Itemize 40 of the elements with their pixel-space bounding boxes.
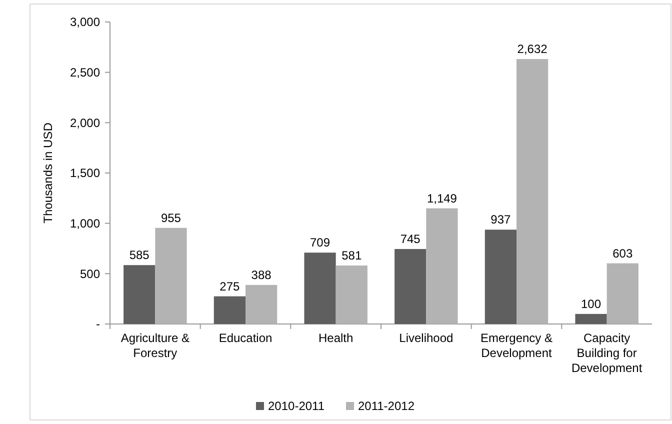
bar	[336, 266, 368, 324]
data-label: 603	[612, 246, 633, 260]
x-tick-label: Education	[218, 331, 272, 345]
y-tick-label: -	[96, 317, 100, 332]
x-tick-label: Health	[318, 331, 354, 345]
bar	[394, 249, 426, 324]
data-label: 1,149	[426, 191, 458, 206]
bar	[304, 252, 336, 324]
data-label: 100	[581, 296, 602, 311]
x-tick-label: Livelihood	[399, 331, 454, 345]
data-label: 388	[251, 268, 272, 282]
bar	[426, 208, 458, 324]
legend-label: 2010-2011	[268, 399, 325, 414]
data-label: 745	[400, 232, 421, 246]
bar	[516, 59, 548, 324]
data-label: 585	[129, 248, 150, 262]
bar	[214, 296, 246, 324]
bar	[606, 263, 638, 324]
bar	[155, 228, 187, 324]
bar	[124, 265, 156, 324]
data-label: 955	[160, 210, 182, 225]
y-axis-title: Thousands in USD	[41, 122, 55, 224]
x-tick-label: Agriculture & Forestry	[120, 331, 190, 360]
y-tick-label: 2,000	[70, 116, 100, 130]
data-label: 937	[490, 212, 512, 227]
bar	[484, 230, 516, 324]
y-tick-label: 500	[80, 266, 100, 281]
x-tick-label: Capacity Building for Development	[571, 331, 643, 375]
data-label: 275	[220, 279, 240, 294]
data-label: 709	[310, 236, 330, 250]
bar	[246, 284, 278, 324]
data-label: 2,632	[517, 42, 548, 56]
legend-label: 2011-2012	[358, 399, 415, 414]
x-tick-label: Emergency & Development	[480, 331, 553, 360]
data-label: 581	[342, 248, 362, 263]
y-tick-label: 2,500	[70, 66, 100, 80]
bar	[575, 314, 607, 324]
y-tick-label: 1,500	[70, 166, 100, 180]
y-tick-label: 3,000	[70, 15, 100, 30]
y-tick-label: 1,000	[70, 216, 100, 231]
